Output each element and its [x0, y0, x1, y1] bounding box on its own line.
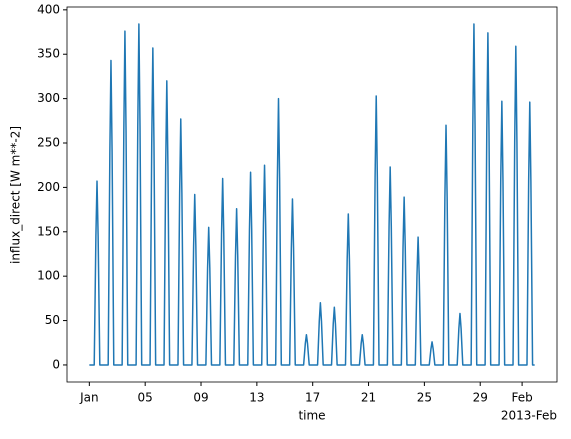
y-tick-label: 50 — [45, 313, 60, 327]
y-tick-label: 0 — [52, 357, 60, 371]
y-tick-label: 200 — [37, 180, 60, 194]
x-axis-label: time — [298, 409, 325, 423]
x-tick-label: 29 — [473, 391, 488, 405]
x-tick-label: 21 — [361, 391, 376, 405]
x-tick-label: Jan — [79, 391, 99, 405]
data-line — [89, 23, 535, 366]
x-offset-label: 2013-Feb — [501, 409, 557, 423]
y-tick-label: 400 — [37, 2, 60, 16]
x-tick-label: 25 — [417, 391, 432, 405]
y-tick-label: 100 — [37, 269, 60, 283]
y-tick-label: 150 — [37, 224, 60, 238]
y-tick-label: 300 — [37, 91, 60, 105]
y-tick-label: 250 — [37, 136, 60, 150]
plot-frame — [66, 6, 558, 383]
y-axis-label: influx_direct [W m**-2] — [9, 126, 23, 264]
y-tick-label: 350 — [37, 47, 60, 61]
x-tick-label: 05 — [138, 391, 153, 405]
x-tick-label: 17 — [305, 391, 320, 405]
x-tick-label: Feb — [511, 391, 532, 405]
x-tick-label: 13 — [249, 391, 264, 405]
x-tick-label: 09 — [193, 391, 208, 405]
